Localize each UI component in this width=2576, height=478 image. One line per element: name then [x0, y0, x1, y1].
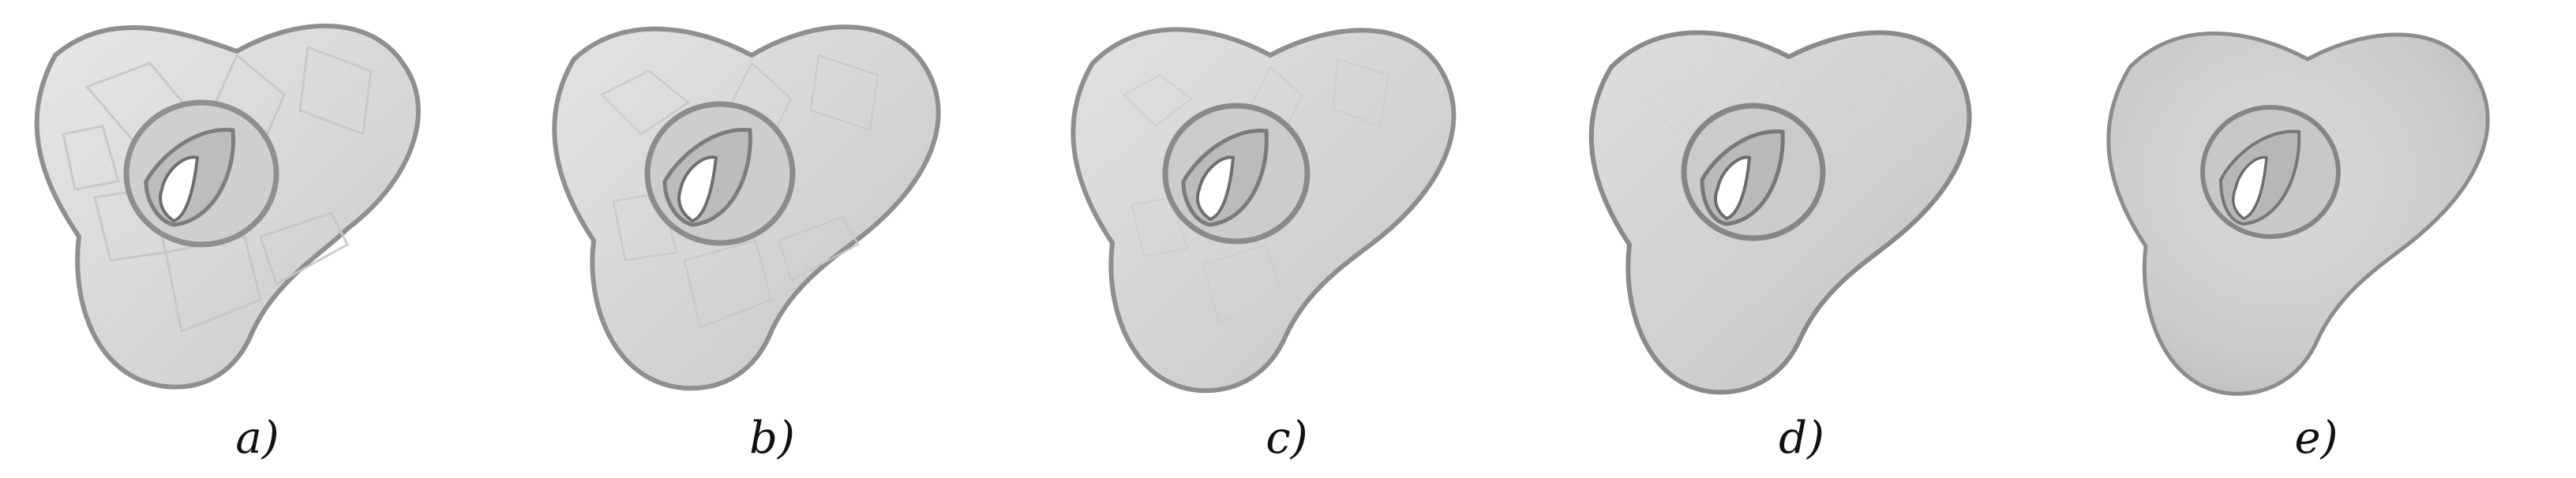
panel-label-a: a): [235, 413, 279, 464]
mesh-render-a: [34, 24, 421, 390]
mesh-render-e: [2106, 31, 2490, 396]
panel-e: e): [2059, 0, 2574, 478]
mesh-render-d: [1588, 30, 1972, 395]
panel-c: c): [1029, 0, 1544, 478]
panel-label-e: e): [2294, 413, 2338, 464]
mesh-render-b: [552, 24, 941, 391]
panel-a: a): [0, 0, 515, 478]
panel-b: b): [515, 0, 1029, 478]
panel-label-d: d): [1779, 413, 1824, 464]
panel-label-b: b): [749, 413, 795, 464]
panel-d: d): [1544, 0, 2059, 478]
mesh-render-c: [1071, 27, 1457, 394]
panel-label-c: c): [1266, 413, 1308, 464]
